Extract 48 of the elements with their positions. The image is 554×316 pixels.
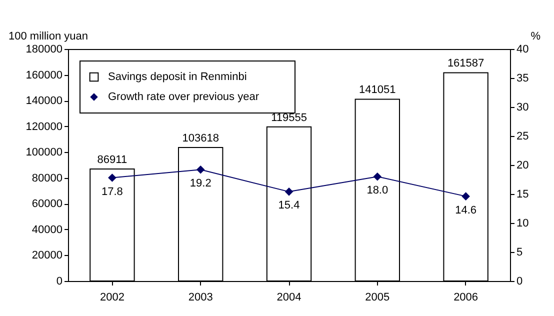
data-label: 161587 [447,58,484,70]
bar [266,126,312,282]
y2-tick-label: 40 [516,44,529,56]
bar [90,168,135,282]
y-tick-label: 120000 [26,120,62,133]
x-tick-label: 2005 [365,292,390,304]
y-tick-label: 20000 [32,250,62,262]
y-tick-label: 100000 [26,146,62,159]
bar [354,98,400,282]
legend-label: Savings deposit in Renminbi [108,71,247,83]
y2-tick-label: 20 [516,160,529,172]
y-tick-label: 160000 [26,69,62,82]
y2-tick-label: 15 [516,188,529,200]
x-tick-label: 2006 [454,292,478,304]
y2-axis-title: % [530,30,541,42]
data-label: 141051 [359,84,396,96]
y-tick-label: 180000 [26,44,62,56]
x-tick-label: 2003 [188,292,213,304]
point [462,192,470,200]
y-tick-label: 140000 [26,95,62,108]
data-label: 119555 [271,112,307,124]
y2-tick-label: 30 [516,102,529,114]
y2-tick-label: 10 [516,218,529,230]
point [108,174,116,182]
data-label: 15.4 [278,200,300,212]
point [374,172,382,180]
y-tick-label: 0 [56,276,62,288]
y2-tick-label: 0 [516,276,523,288]
y2-tick-label: 5 [516,246,523,258]
data-label: 14.6 [455,204,477,216]
y-tick-label: 80000 [32,172,62,184]
point [285,188,293,196]
legend-label: Growth rate over previous year [108,91,260,103]
x-tick-label: 2002 [100,292,124,304]
data-label: 19.2 [190,178,212,190]
y2-tick-label: 25 [516,130,529,142]
y-tick-label: 40000 [32,224,62,236]
y-tick-label: 60000 [32,198,62,210]
y2-tick-label: 35 [516,72,529,84]
bar [178,146,224,282]
bar [443,72,488,282]
x-tick-label: 2004 [276,292,302,304]
y-axis-title: 100 million yuan [8,30,88,42]
data-label: 18.0 [366,184,388,197]
point [196,166,204,174]
data-label: 17.8 [101,186,123,198]
data-label: 86911 [97,154,128,166]
data-label: 103618 [182,132,219,144]
